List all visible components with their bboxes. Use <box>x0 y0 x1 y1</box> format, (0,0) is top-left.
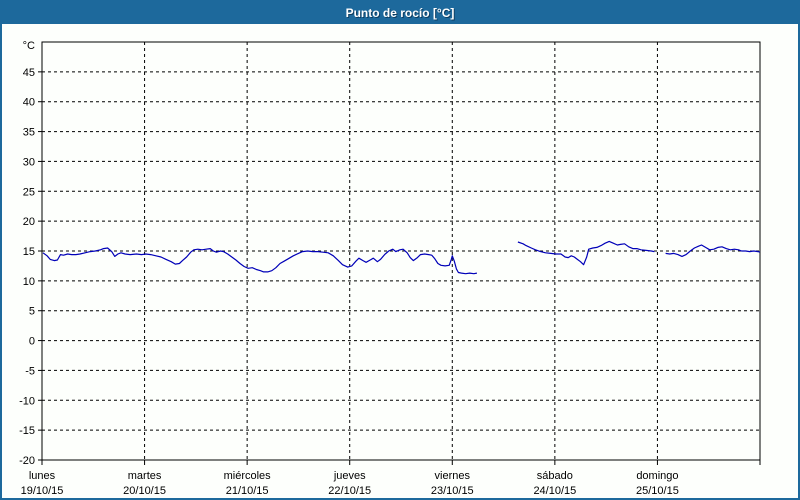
y-tick-label: 5 <box>29 306 35 318</box>
x-date-label: 23/10/15 <box>431 485 474 497</box>
x-date-label: 22/10/15 <box>328 485 371 497</box>
y-tick-label: 0 <box>29 336 35 348</box>
y-tick-label: 40 <box>23 97 35 109</box>
dew-point-line <box>42 247 478 275</box>
y-tick-label: -5 <box>25 365 35 377</box>
chart-title: Punto de rocío [°C] <box>345 6 455 20</box>
y-tick-label: 20 <box>23 216 35 228</box>
x-day-label: sábado <box>537 470 573 482</box>
plot-border <box>41 41 761 461</box>
y-tick-label: -20 <box>19 455 35 467</box>
dew-point-line <box>517 240 655 266</box>
title-bar: Punto de rocío [°C] <box>2 2 798 24</box>
x-day-label: martes <box>128 470 162 482</box>
x-date-label: 21/10/15 <box>226 485 269 497</box>
y-tick-label: -15 <box>19 425 35 437</box>
x-date-label: 24/10/15 <box>533 485 576 497</box>
y-tick-label: 15 <box>23 246 35 258</box>
y-tick-label: -10 <box>19 395 35 407</box>
dew-point-line <box>665 244 761 257</box>
x-date-label: 25/10/15 <box>636 485 679 497</box>
y-tick-label: 10 <box>23 276 35 288</box>
y-tick-label: 25 <box>23 186 35 198</box>
x-day-label: jueves <box>333 470 366 482</box>
y-tick-label: 35 <box>23 127 35 139</box>
x-date-label: 20/10/15 <box>123 485 166 497</box>
chart-svg: 45 40 35 30 25 20 15 10 5 0 -5 -10 -15 -20 °C lunes 19/1… <box>19 40 761 497</box>
x-day-label: miércoles <box>224 470 272 482</box>
y-tick-label: 45 <box>23 67 35 79</box>
chart-area: 45 40 35 30 25 20 15 10 5 0 -5 -10 -15 -20 °C lunes 19/1… <box>2 24 798 498</box>
x-day-label: domingo <box>636 470 678 482</box>
x-day-label: lunes <box>29 470 56 482</box>
y-axis-unit-label: °C <box>23 40 35 52</box>
y-tick-label: 30 <box>23 156 35 168</box>
x-day-label: viernes <box>435 470 471 482</box>
x-date-label: 19/10/15 <box>21 485 64 497</box>
